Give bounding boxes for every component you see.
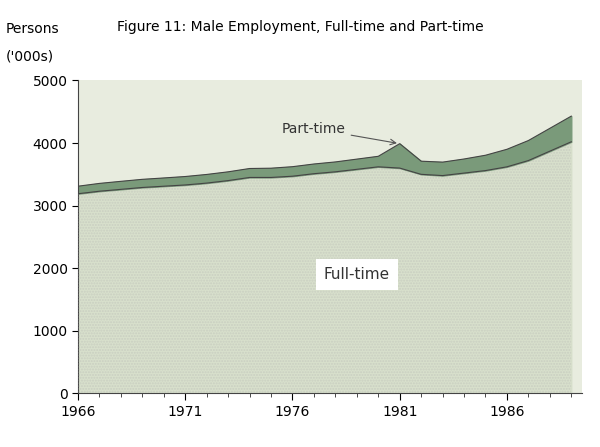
Text: Part-time: Part-time bbox=[282, 122, 396, 145]
Text: Persons: Persons bbox=[6, 22, 59, 36]
Text: Full-time: Full-time bbox=[324, 267, 390, 282]
Text: Figure 11: Male Employment, Full-time and Part-time: Figure 11: Male Employment, Full-time an… bbox=[116, 20, 484, 34]
Text: ('000s): ('000s) bbox=[6, 49, 54, 63]
